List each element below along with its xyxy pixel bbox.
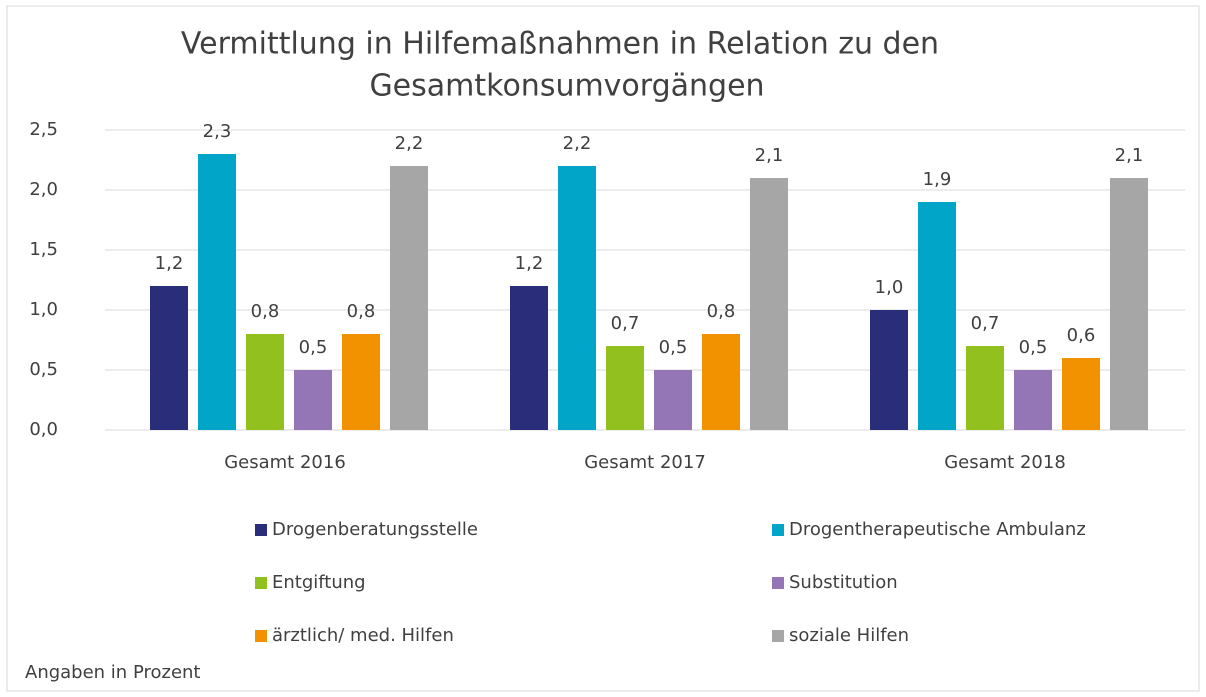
bar bbox=[342, 334, 380, 430]
x-tick-label: Gesamt 2018 bbox=[944, 452, 1066, 473]
x-tick-label: Gesamt 2016 bbox=[224, 452, 346, 473]
legend-swatch bbox=[772, 577, 784, 589]
bar bbox=[918, 202, 956, 430]
legend-swatch bbox=[255, 630, 267, 642]
data-label: 1,2 bbox=[155, 253, 184, 274]
bar bbox=[558, 166, 596, 430]
bar bbox=[750, 178, 788, 430]
bar bbox=[390, 166, 428, 430]
legend-label: Drogenberatungsstelle bbox=[272, 519, 478, 540]
y-tick-label: 1,0 bbox=[29, 299, 58, 320]
data-label: 0,5 bbox=[1019, 337, 1048, 358]
bar bbox=[198, 154, 236, 430]
bar bbox=[1110, 178, 1148, 430]
bar bbox=[510, 286, 548, 430]
y-tick-label: 0,0 bbox=[29, 419, 58, 440]
y-tick-label: 2,0 bbox=[29, 179, 58, 200]
data-label: 0,7 bbox=[611, 313, 640, 334]
data-label: 1,0 bbox=[875, 277, 904, 298]
data-label: 0,8 bbox=[347, 301, 376, 322]
legend-swatch bbox=[255, 577, 267, 589]
bar bbox=[654, 370, 692, 430]
bar bbox=[1014, 370, 1052, 430]
data-label: 0,6 bbox=[1067, 325, 1096, 346]
x-tick-label: Gesamt 2017 bbox=[584, 452, 706, 473]
legend-swatch bbox=[772, 630, 784, 642]
chart-title: Gesamtkonsumvorgängen bbox=[369, 69, 764, 104]
data-label: 2,1 bbox=[1115, 145, 1144, 166]
legend-label: Entgiftung bbox=[272, 572, 366, 593]
data-label: 2,2 bbox=[395, 133, 424, 154]
legend-swatch bbox=[772, 524, 784, 536]
data-label: 1,9 bbox=[923, 169, 952, 190]
bar bbox=[1062, 358, 1100, 430]
legend-label: soziale Hilfen bbox=[789, 625, 909, 646]
data-label: 1,2 bbox=[515, 253, 544, 274]
data-label: 2,1 bbox=[755, 145, 784, 166]
data-label: 2,3 bbox=[203, 121, 232, 142]
data-label: 2,2 bbox=[563, 133, 592, 154]
legend-swatch bbox=[255, 524, 267, 536]
annotation: Angaben in Prozent bbox=[25, 662, 200, 683]
bar bbox=[294, 370, 332, 430]
data-label: 0,8 bbox=[707, 301, 736, 322]
data-label: 0,8 bbox=[251, 301, 280, 322]
chart-title: Vermittlung in Hilfemaßnahmen in Relatio… bbox=[181, 27, 939, 62]
y-tick-label: 1,5 bbox=[29, 239, 58, 260]
data-label: 0,5 bbox=[659, 337, 688, 358]
y-tick-label: 2,5 bbox=[29, 119, 58, 140]
legend-label: Substitution bbox=[789, 572, 898, 593]
bar bbox=[870, 310, 908, 430]
legend-label: Drogentherapeutische Ambulanz bbox=[789, 519, 1086, 540]
bar bbox=[246, 334, 284, 430]
bar bbox=[966, 346, 1004, 430]
bar bbox=[702, 334, 740, 430]
bar bbox=[150, 286, 188, 430]
legend-label: ärztlich/ med. Hilfen bbox=[272, 625, 454, 646]
data-label: 0,7 bbox=[971, 313, 1000, 334]
data-label: 0,5 bbox=[299, 337, 328, 358]
bar bbox=[606, 346, 644, 430]
y-tick-label: 0,5 bbox=[29, 359, 58, 380]
